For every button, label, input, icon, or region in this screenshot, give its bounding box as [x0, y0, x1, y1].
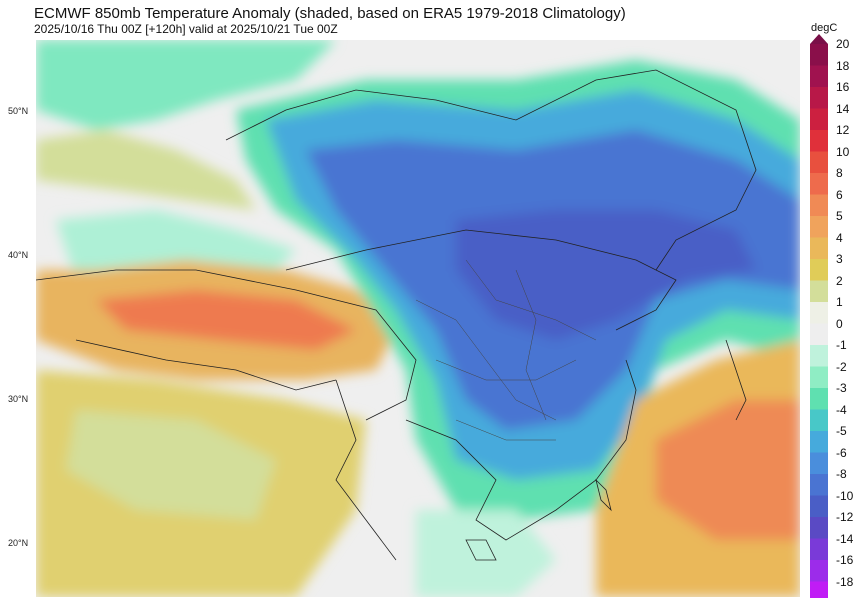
anomaly-south-asia-green	[66, 410, 276, 520]
colorbar-tick-label: -8	[836, 467, 847, 481]
anomaly-east-hot	[656, 400, 800, 540]
lat-label-40n: 40°N	[8, 250, 29, 260]
colorbar-swatch	[810, 130, 828, 152]
colorbar-max-arrow	[810, 34, 828, 44]
colorbar-tick-label: -14	[836, 531, 854, 546]
colorbar-tick-label: 6	[836, 187, 843, 202]
colorbar-swatch	[810, 388, 828, 410]
lat-label-50n: 50°N	[8, 106, 29, 116]
country-borders	[36, 69, 757, 561]
colorbar-swatch	[810, 538, 828, 560]
colorbar	[810, 34, 828, 598]
colorbar-tick-label: 10	[836, 144, 850, 159]
colorbar-swatch	[810, 108, 828, 130]
temperature-anomaly-map	[36, 40, 800, 597]
chart-subtitle: 2025/10/16 Thu 00Z [+120h] valid at 2025…	[34, 22, 338, 36]
colorbar-swatch	[810, 194, 828, 216]
colorbar-swatch	[810, 581, 828, 598]
colorbar-tick-label: 12	[836, 123, 850, 137]
colorbar-tick-label: -12	[836, 510, 854, 524]
anomaly-tibet-hot	[96, 290, 356, 350]
colorbar-swatch	[810, 237, 828, 259]
colorbar-tick-label: 5	[836, 209, 843, 223]
colorbar-swatch	[810, 259, 828, 281]
colorbar-tick-label: -18	[836, 574, 854, 589]
colorbar-swatch	[810, 345, 828, 367]
anomaly-scs-cool	[416, 510, 556, 597]
colorbar-swatch	[810, 409, 828, 431]
colorbar-tick-label: 0	[836, 316, 843, 331]
colorbar-swatch	[810, 151, 828, 173]
colorbar-tick-label: -4	[836, 402, 847, 417]
colorbar-swatch	[810, 302, 828, 324]
colorbar-swatch	[810, 560, 828, 582]
colorbar-swatch	[810, 366, 828, 388]
lat-label-20n: 20°N	[8, 538, 29, 548]
colorbar-tick-label: 20	[836, 37, 850, 51]
colorbar-tick-label: 2	[836, 273, 843, 288]
colorbar-swatch	[810, 65, 828, 87]
colorbar-tick-label: 18	[836, 58, 850, 73]
anomaly-nw-cool	[36, 40, 336, 130]
colorbar-tick-label: 16	[836, 80, 850, 94]
colorbar-unit: degC	[811, 22, 838, 34]
province-borders	[415, 259, 597, 441]
colorbar-tick-label: -6	[836, 445, 847, 460]
colorbar-swatch	[810, 517, 828, 539]
chart-title: ECMWF 850mb Temperature Anomaly (shaded,…	[34, 5, 626, 22]
colorbar-swatch	[810, 495, 828, 517]
colorbar-swatch	[810, 173, 828, 195]
colorbar-tick-label: 1	[836, 295, 843, 309]
colorbar-swatch	[810, 452, 828, 474]
colorbar-tick-label: -2	[836, 359, 847, 374]
colorbar-tick-label: -3	[836, 381, 847, 395]
colorbar-swatch	[810, 87, 828, 109]
colorbar-tick-label: 14	[836, 101, 850, 116]
colorbar-swatch	[810, 431, 828, 453]
colorbar-swatch	[810, 323, 828, 345]
colorbar-tick-label: 4	[836, 230, 843, 245]
colorbar-tick-label: -1	[836, 338, 847, 352]
colorbar-tick-label: -16	[836, 553, 854, 567]
lat-label-30n: 30°N	[8, 394, 29, 404]
colorbar-swatch	[810, 216, 828, 238]
colorbar-swatch	[810, 44, 828, 66]
colorbar-tick-label: 8	[836, 166, 843, 180]
colorbar-tick-label: 3	[836, 252, 843, 266]
colorbar-swatch	[810, 280, 828, 302]
colorbar-tick-label: -5	[836, 424, 847, 438]
colorbar-tick-label: -10	[836, 488, 854, 503]
anomaly-nw-warm	[36, 130, 256, 210]
colorbar-swatch	[810, 474, 828, 496]
